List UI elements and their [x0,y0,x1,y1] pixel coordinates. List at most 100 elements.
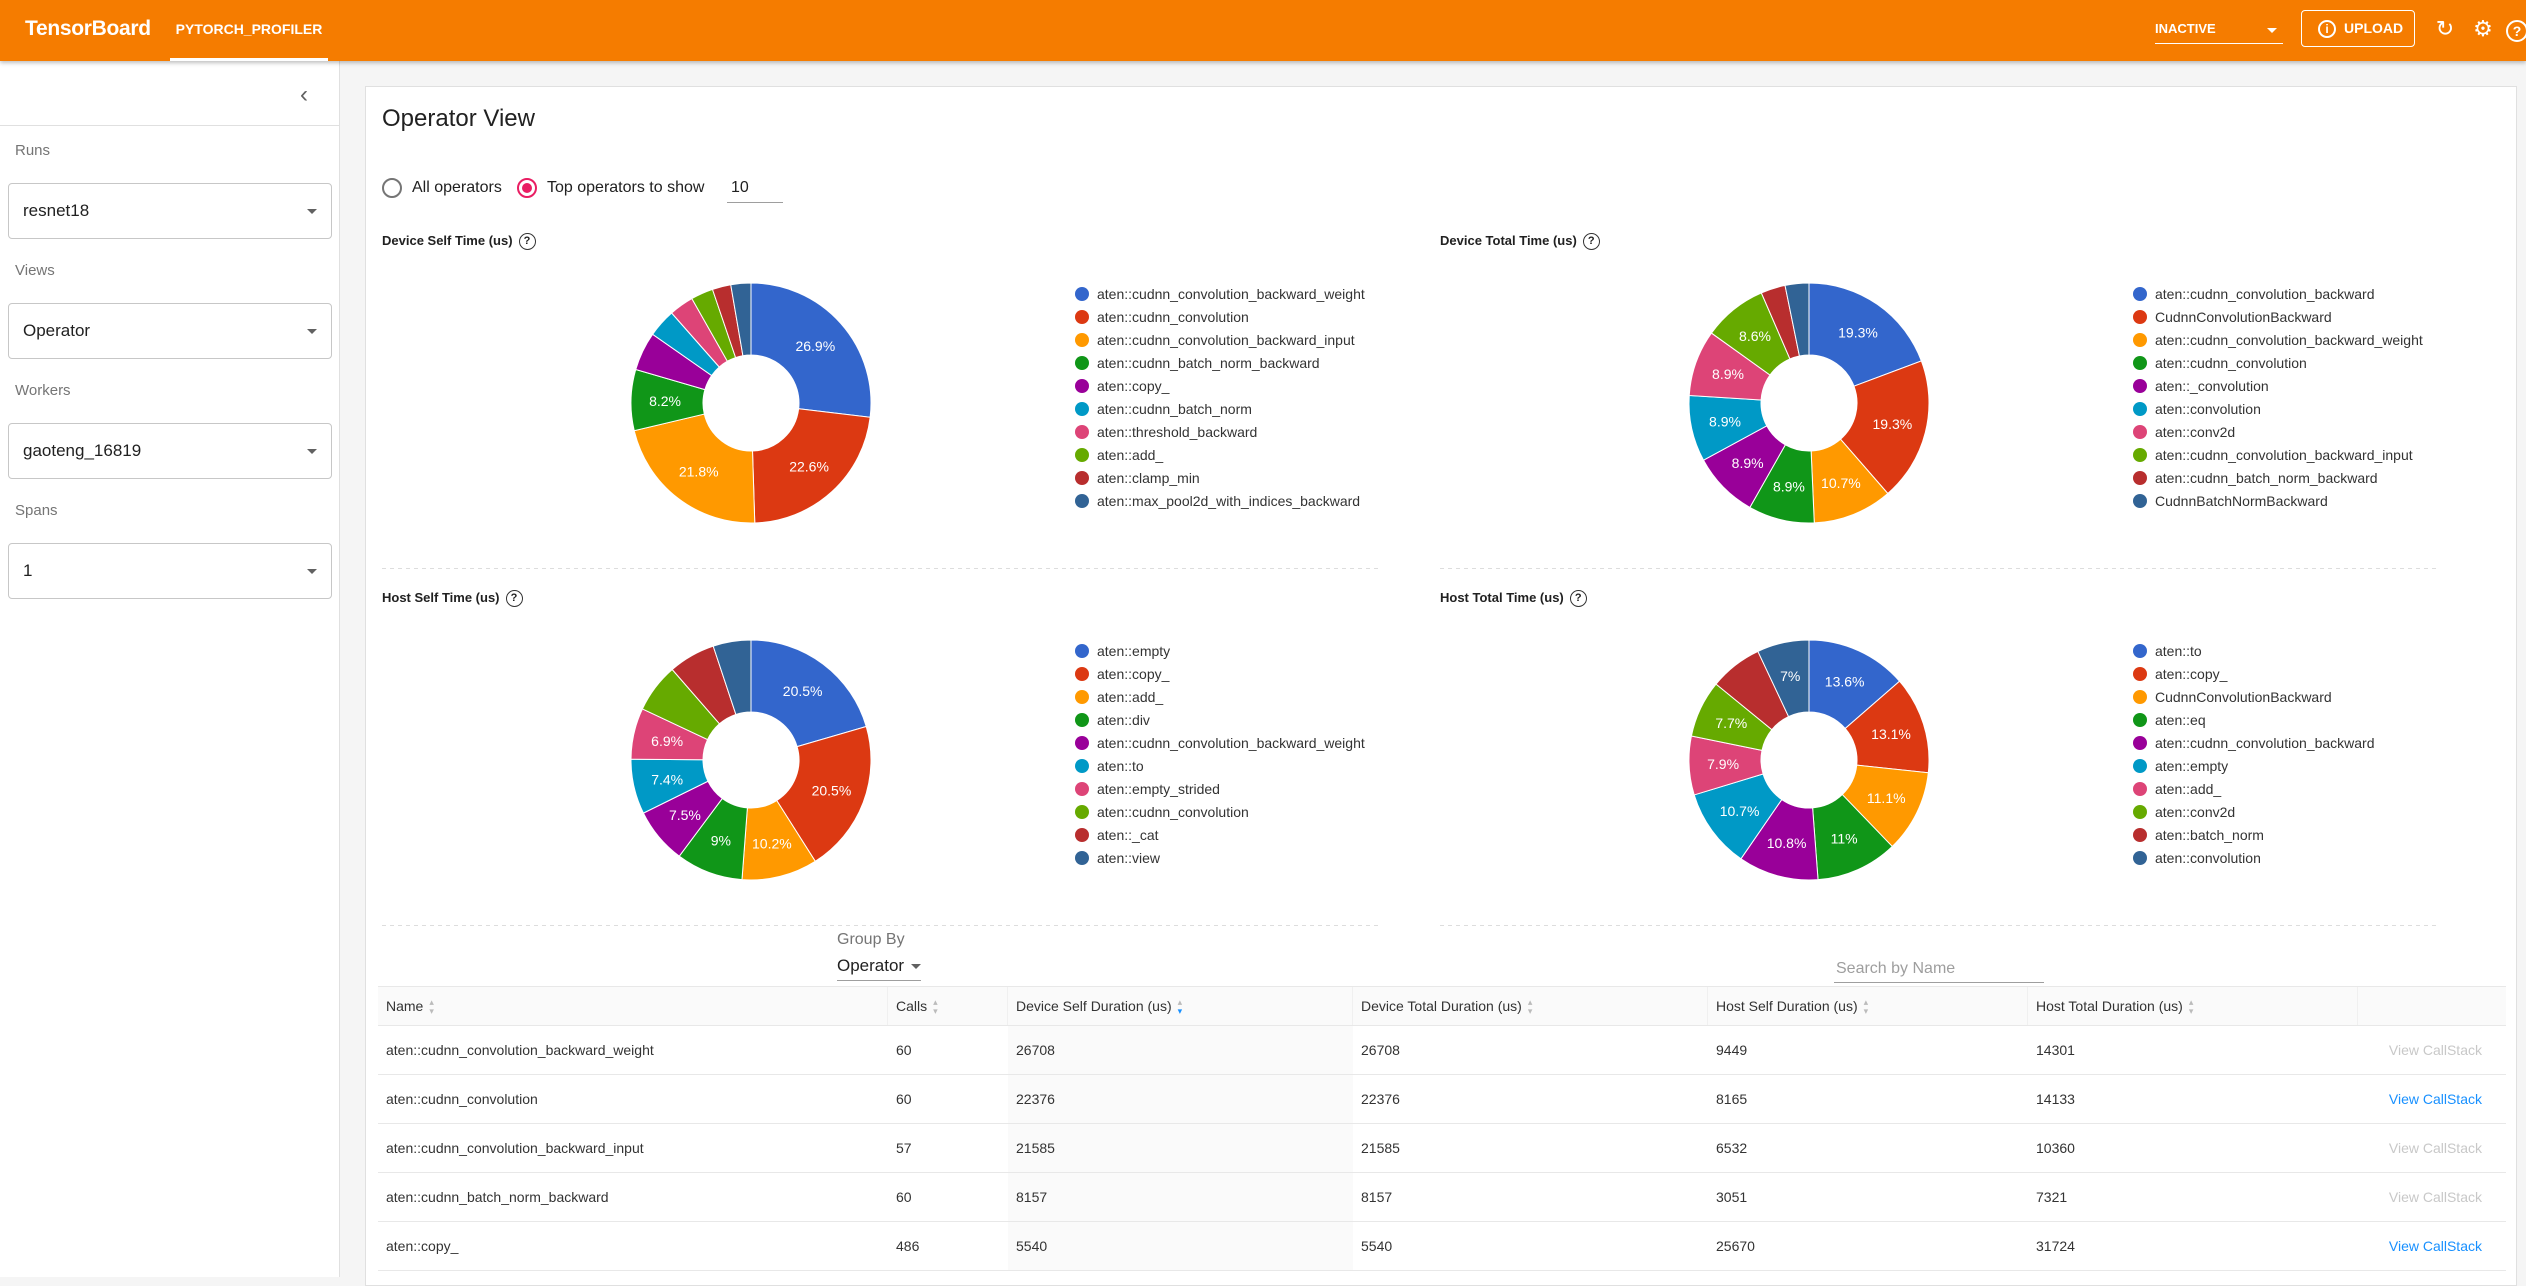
pie-slice-label: 20.5% [812,782,852,798]
pie-slice[interactable] [776,725,872,863]
spans-select[interactable]: 1 [8,543,332,599]
legend-item[interactable]: aten::conv2d [2133,421,2423,444]
search-input[interactable]: Search by Name [1834,955,2044,983]
runs-select[interactable]: resnet18 [8,183,332,239]
pie-svg: 26.9% 22.6% 21.8% 8.2% [630,282,872,524]
legend-item[interactable]: aten::empty_strided [1075,778,1365,801]
legend-item[interactable]: aten::cudnn_batch_norm_backward [2133,467,2423,490]
legend-item[interactable]: aten::cudnn_convolution_backward_input [2133,444,2423,467]
legend-item[interactable]: aten::cudnn_convolution [1075,801,1365,824]
pie-slice-label: 19.3% [1873,416,1913,432]
legend-item[interactable]: aten::cudnn_convolution_backward_weight [1075,732,1365,755]
column-header-device-self-duration[interactable]: Device Self Duration (us) ▴ ▾ [1008,987,1353,1025]
legend-item[interactable]: aten::cudnn_batch_norm [1075,398,1365,421]
pie-slice[interactable] [751,408,871,524]
chevron-left-icon[interactable]: ‹ [300,81,308,108]
gear-icon[interactable]: ⚙ [2473,16,2493,41]
legend-item[interactable]: aten::_convolution [2133,375,2423,398]
refresh-icon[interactable]: ↻ [2435,16,2455,41]
pie-slice[interactable] [1784,282,1810,357]
cell-device-self-duration: 8157 [1008,1173,1353,1221]
pie-slice[interactable] [750,639,867,748]
legend-item[interactable]: aten::eq [2133,709,2375,732]
legend-item[interactable]: aten::clamp_min [1075,467,1365,490]
legend-item[interactable]: aten::threshold_backward [1075,421,1365,444]
legend-item[interactable]: CudnnConvolutionBackward [2133,306,2423,329]
legend-item[interactable]: aten::max_pool2d_with_indices_backward [1075,490,1365,513]
group-by-select[interactable]: Operator [837,953,921,981]
legend-item[interactable]: aten::convolution [2133,398,2423,421]
legend-item[interactable]: aten::convolution [2133,847,2375,870]
radio-all-operators[interactable] [382,178,402,198]
legend-item[interactable]: aten::copy_ [1075,663,1365,686]
pie-slice[interactable] [712,639,752,716]
help-icon[interactable]: ? [518,233,536,251]
top-operators-input[interactable]: 10 [727,173,783,203]
legend-item[interactable]: aten::cudnn_convolution_backward_weight [2133,329,2423,352]
legend-item[interactable]: aten::copy_ [1075,375,1365,398]
legend-item[interactable]: aten::copy_ [2133,663,2375,686]
legend-swatch [1075,494,1089,508]
cell-host-total-duration: 31724 [2036,1238,2075,1254]
pie-slice[interactable] [1808,282,1923,387]
legend-item[interactable]: aten::cudnn_convolution [2133,352,2423,375]
view-callstack-link[interactable]: View CallStack [2388,1238,2482,1254]
pie-slice[interactable] [750,282,872,418]
help-icon[interactable]: ? [2506,16,2526,42]
legend-swatch [2133,713,2147,727]
legend-item[interactable]: aten::_cat [1075,824,1365,847]
view-callstack-link[interactable]: View CallStack [2388,1042,2482,1058]
radio-top-operators[interactable] [517,178,537,198]
legend-label: aten::cudnn_batch_norm_backward [1097,355,1320,371]
legend-item[interactable]: aten::batch_norm [2133,824,2375,847]
legend-item[interactable]: aten::to [1075,755,1365,778]
cell-name: aten::cudnn_convolution_backward_input [386,1140,644,1156]
legend-item[interactable]: aten::to [2133,640,2375,663]
legend-item[interactable]: aten::cudnn_batch_norm_backward [1075,352,1365,375]
column-header-host-self-duration[interactable]: Host Self Duration (us) ▴ ▾ [1708,987,2028,1025]
legend-item[interactable]: aten::cudnn_convolution_backward [2133,732,2375,755]
column-header-calls[interactable]: Calls ▴ ▾ [888,987,1008,1025]
legend-item[interactable]: aten::empty [1075,640,1365,663]
help-icon[interactable]: ? [1569,590,1587,608]
view-callstack-link[interactable]: View CallStack [2388,1189,2482,1205]
pie-svg: 20.5% 20.5% 10.2% 9% 7.5% 7.4% 6.9% [630,639,872,881]
legend-item[interactable]: aten::cudnn_convolution [1075,306,1365,329]
upload-button[interactable]: i UPLOAD [2301,10,2415,47]
legend-item[interactable]: aten::add_ [1075,686,1365,709]
pie-slice[interactable] [1839,360,1930,495]
pie-slice[interactable] [730,282,752,357]
tab-pytorch-profiler[interactable]: PYTORCH_PROFILER [170,0,328,61]
legend-item[interactable]: aten::add_ [1075,444,1365,467]
workers-select[interactable]: gaoteng_16819 [8,423,332,479]
help-icon[interactable]: ? [1582,233,1600,251]
run-status-select[interactable]: INACTIVE [2155,16,2283,44]
legend-item[interactable]: aten::view [1075,847,1365,870]
legend-item[interactable]: aten::cudnn_convolution_backward_input [1075,329,1365,352]
pie-slice[interactable] [633,413,756,524]
legend-item[interactable]: aten::empty [2133,755,2375,778]
legend-item[interactable]: CudnnBatchNormBackward [2133,490,2423,513]
view-callstack-link[interactable]: View CallStack [2388,1091,2482,1107]
legend-label: aten::cudnn_convolution_backward_input [1097,332,1355,348]
operator-table: Name ▴ ▾ Calls ▴ ▾ Device Self Duration (us)… [378,986,2506,1271]
legend-item[interactable]: aten::div [1075,709,1365,732]
pie-slice[interactable] [1757,639,1810,718]
column-header-name[interactable]: Name ▴ ▾ [378,987,888,1025]
views-select[interactable]: Operator [8,303,332,359]
legend-label: aten::to [1097,758,1144,774]
legend-item[interactable]: CudnnConvolutionBackward [2133,686,2375,709]
view-callstack-link[interactable]: View CallStack [2388,1140,2482,1156]
legend-item[interactable]: aten::add_ [2133,778,2375,801]
chart-title: Host Self Time (us)? [382,590,523,608]
legend-item[interactable]: aten::cudnn_convolution_backward_weight [1075,283,1365,306]
upload-button-label: UPLOAD [2344,20,2404,36]
legend-label: aten::add_ [2155,781,2222,797]
column-header-host-total-duration[interactable]: Host Total Duration (us) ▴ ▾ [2028,987,2358,1025]
cell-host-self-duration: 3051 [1716,1189,1748,1205]
column-header-device-total-duration[interactable]: Device Total Duration (us) ▴ ▾ [1353,987,1708,1025]
legend-item[interactable]: aten::conv2d [2133,801,2375,824]
legend-item[interactable]: aten::cudnn_convolution_backward [2133,283,2423,306]
legend-label: aten::empty_strided [1097,781,1220,797]
help-icon[interactable]: ? [505,590,523,608]
